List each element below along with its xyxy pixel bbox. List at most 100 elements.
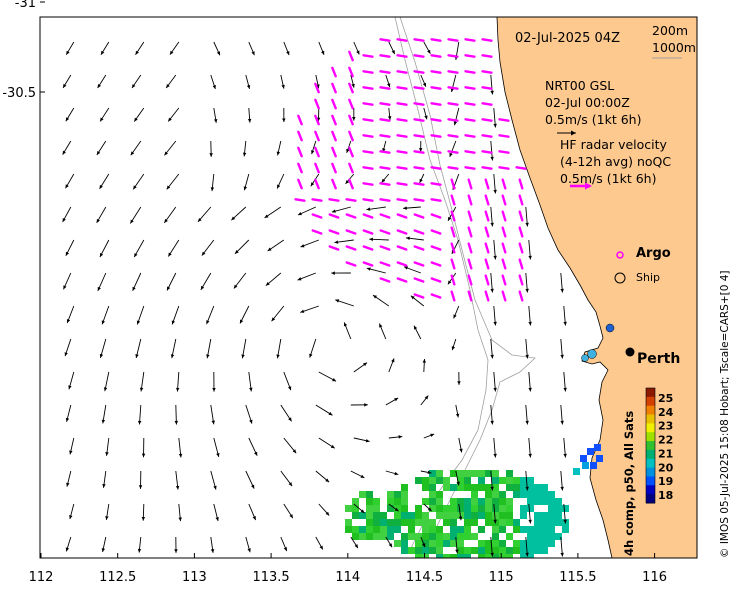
radar-vector bbox=[314, 82, 320, 94]
radar-vector bbox=[413, 261, 425, 267]
nrt-model-time: 02-Jul 00:00Z bbox=[545, 95, 630, 110]
current-arrowhead bbox=[419, 178, 423, 183]
radar-vector bbox=[447, 54, 459, 58]
current-arrowhead bbox=[422, 358, 427, 363]
radar-vector bbox=[348, 162, 354, 174]
depth-label-200m: 200m bbox=[652, 23, 689, 38]
current-arrowhead bbox=[346, 148, 350, 153]
current-arrowhead bbox=[99, 253, 104, 258]
sst-pixel bbox=[478, 512, 485, 519]
radar-vector bbox=[464, 86, 476, 90]
radar-vector bbox=[484, 258, 490, 270]
radar-vector bbox=[413, 70, 425, 74]
radar-vector bbox=[379, 166, 391, 170]
current-arrowhead bbox=[216, 453, 220, 457]
current-arrowhead bbox=[100, 117, 104, 122]
radar-vector bbox=[481, 150, 493, 154]
radar-vector bbox=[447, 86, 459, 90]
current-arrowhead bbox=[365, 439, 370, 443]
lon-tick-label: 113 bbox=[182, 570, 207, 585]
sst-pixel bbox=[513, 484, 520, 491]
sst-pixel bbox=[534, 547, 541, 554]
radar-vector bbox=[501, 242, 507, 254]
sst-pixel bbox=[464, 526, 471, 533]
sst-pixel bbox=[541, 526, 548, 533]
sst-pixel bbox=[450, 540, 457, 547]
radar-vector bbox=[331, 130, 337, 142]
sst-pixel bbox=[548, 505, 555, 512]
radar-vector bbox=[379, 182, 391, 186]
nrt-scale-arrowhead bbox=[571, 130, 576, 136]
sst-pixel bbox=[429, 547, 436, 554]
sst-pixel bbox=[499, 512, 506, 519]
radar-vector bbox=[331, 82, 337, 94]
sst-pixel bbox=[582, 462, 589, 469]
radar-vector bbox=[430, 38, 442, 42]
current-arrowhead bbox=[422, 543, 426, 548]
sst-pixel bbox=[499, 477, 506, 484]
sst-pixel bbox=[429, 484, 436, 491]
radar-vector bbox=[379, 70, 391, 74]
current-arrowhead bbox=[137, 420, 142, 425]
radar-vector bbox=[379, 118, 391, 122]
sst-pixel bbox=[485, 484, 492, 491]
radar-vector bbox=[481, 86, 493, 90]
current-arrowhead bbox=[65, 547, 70, 552]
sst-pixel bbox=[513, 540, 520, 547]
current-arrowhead bbox=[178, 453, 183, 458]
radar-vector bbox=[294, 198, 306, 202]
sst-pixel bbox=[415, 477, 422, 484]
current-arrowhead bbox=[249, 419, 253, 424]
sst-pixel bbox=[415, 547, 422, 554]
radar-vector bbox=[413, 134, 425, 138]
sst-pixel bbox=[527, 540, 534, 547]
sst-pixel bbox=[478, 470, 485, 477]
sst-pixel bbox=[443, 540, 450, 547]
colorbar-tick-label: 21 bbox=[658, 447, 673, 460]
sst-pixel bbox=[478, 498, 485, 505]
sst-pixel bbox=[429, 498, 436, 505]
current-arrowhead bbox=[215, 517, 219, 521]
sst-pixel bbox=[380, 526, 387, 533]
sst-pixel bbox=[429, 526, 436, 533]
current-arrowhead bbox=[525, 486, 529, 491]
sst-pixel bbox=[436, 470, 443, 477]
sst-pixel bbox=[464, 470, 471, 477]
sst-pixel bbox=[394, 498, 401, 505]
current-arrowhead bbox=[447, 216, 452, 221]
current-arrowhead bbox=[133, 185, 137, 190]
colorbar-swatch bbox=[646, 458, 655, 469]
current-arrowhead bbox=[528, 519, 532, 524]
sst-pixel bbox=[429, 540, 436, 547]
radar-vector bbox=[314, 130, 320, 142]
sst-pixel bbox=[450, 519, 457, 526]
radar-vector bbox=[331, 66, 337, 78]
radar-vector bbox=[450, 242, 456, 254]
current-arrowhead bbox=[528, 387, 532, 392]
current-arrowhead bbox=[490, 552, 494, 557]
current-arrowhead bbox=[101, 419, 106, 424]
current-arrowhead bbox=[493, 255, 497, 260]
radar-vector bbox=[447, 134, 459, 138]
current-arrowhead bbox=[141, 453, 146, 458]
radar-vector bbox=[297, 162, 303, 174]
current-arrowhead bbox=[63, 83, 67, 88]
radar-vector bbox=[379, 245, 391, 251]
current-arrowhead bbox=[210, 187, 215, 192]
radar-vector bbox=[348, 178, 354, 190]
current-arrowhead bbox=[247, 548, 251, 553]
sst-pixel bbox=[520, 540, 527, 547]
radar-vector bbox=[379, 261, 391, 267]
sst-pixel bbox=[499, 505, 506, 512]
radar-vector bbox=[467, 274, 473, 286]
radar-vector bbox=[379, 102, 391, 106]
radar-vector bbox=[481, 38, 493, 42]
current-arrowhead bbox=[249, 387, 253, 392]
colorbar-tick-label: 18 bbox=[658, 489, 673, 502]
sst-pixel bbox=[450, 526, 457, 533]
colorbar-swatch bbox=[646, 449, 655, 460]
sst-pixel bbox=[464, 519, 471, 526]
radar-vector bbox=[501, 274, 507, 286]
sst-pixel bbox=[506, 477, 513, 484]
